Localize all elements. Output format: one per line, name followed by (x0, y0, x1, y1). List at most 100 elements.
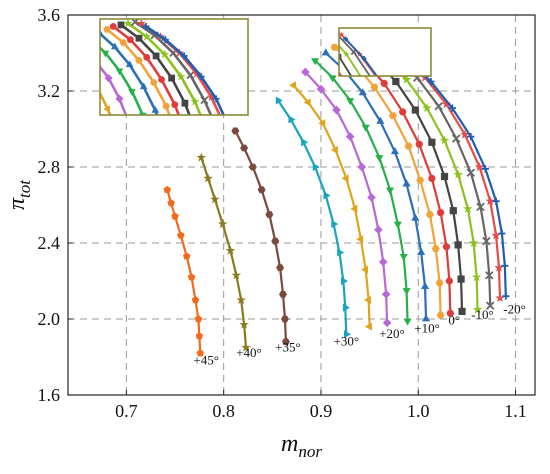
data-point (361, 197, 366, 202)
data-point (269, 379, 274, 384)
data-point (343, 50, 350, 57)
data-point (385, 187, 395, 195)
data-point (201, 124, 210, 133)
data-point (234, 196, 243, 205)
data-point (171, 101, 179, 109)
data-point (151, 106, 160, 113)
data-point (474, 161, 485, 172)
data-point (375, 352, 380, 357)
data-point (291, 57, 296, 62)
data-point (167, 199, 175, 207)
data-point (205, 206, 212, 213)
data-point (326, 31, 332, 37)
x-axis-title-sub: nor (298, 442, 322, 461)
data-point (221, 243, 227, 249)
data-point (231, 270, 242, 280)
y-tick-label: 2.8 (38, 157, 61, 177)
data-point (112, 127, 119, 135)
data-point (192, 68, 202, 78)
data-point (301, 211, 306, 216)
data-point (100, 61, 101, 63)
inset-series-line (127, 22, 202, 115)
data-point (326, 261, 331, 266)
data-point (422, 103, 432, 113)
data-point (454, 241, 462, 249)
data-point (88, 37, 96, 44)
data-point (364, 322, 372, 331)
data-point (481, 165, 489, 173)
data-point (142, 192, 150, 200)
data-point (144, 217, 152, 225)
data-point (330, 145, 338, 154)
data-point (186, 235, 191, 240)
data-point (425, 211, 434, 218)
data-point (352, 160, 357, 165)
data-point (231, 302, 237, 308)
series (301, 67, 392, 328)
data-point (240, 144, 249, 152)
data-point (103, 26, 111, 33)
data-point (448, 104, 456, 112)
data-point (399, 186, 405, 192)
data-point (453, 169, 463, 179)
data-point (89, 119, 96, 127)
data-point (115, 94, 124, 103)
data-point (363, 295, 371, 305)
x-tick-label: 0.9 (310, 401, 333, 421)
data-point (194, 315, 203, 323)
data-point (372, 276, 377, 281)
data-point (394, 346, 399, 351)
data-point (361, 356, 366, 361)
data-point (436, 311, 445, 319)
data-point (411, 213, 420, 221)
data-point (119, 39, 128, 46)
data-point (158, 76, 165, 83)
data-point (415, 140, 423, 148)
data-point (265, 211, 274, 218)
data-point (279, 290, 287, 298)
data-point (225, 177, 232, 184)
data-point (190, 96, 200, 106)
data-point (321, 226, 326, 231)
data-point (275, 84, 280, 89)
data-point (281, 315, 289, 323)
data-point (189, 154, 196, 161)
x-tick-label: 0.8 (212, 401, 235, 421)
data-point (244, 178, 249, 183)
data-point (214, 177, 223, 186)
data-point (124, 175, 131, 183)
data-point (235, 220, 244, 229)
data-point (406, 225, 412, 231)
data-point (390, 147, 399, 155)
data-point (361, 124, 370, 132)
data-point (248, 163, 257, 171)
data-point (322, 61, 327, 66)
data-point (314, 309, 319, 314)
data-point (45, 137, 52, 143)
inset-series-line (134, 20, 213, 115)
inset-series-line (145, 25, 226, 115)
data-point (482, 236, 491, 246)
data-point (104, 74, 113, 83)
data-point (472, 304, 483, 314)
data-point (378, 257, 388, 267)
data-point (316, 84, 326, 94)
data-point (274, 123, 279, 128)
data-point (424, 338, 429, 343)
data-point (356, 235, 364, 244)
data-point (376, 116, 385, 124)
data-point (100, 29, 104, 36)
angle-label: +10° (414, 320, 440, 335)
data-point (209, 150, 218, 159)
series-line (277, 99, 348, 335)
data-point (227, 144, 236, 153)
data-point (334, 213, 340, 219)
data-point (128, 89, 136, 96)
data-point (421, 282, 430, 290)
data-point (350, 204, 358, 213)
inset-series-line (339, 34, 371, 76)
data-point (368, 113, 373, 118)
data-point (114, 249, 121, 257)
data-point (337, 248, 345, 257)
